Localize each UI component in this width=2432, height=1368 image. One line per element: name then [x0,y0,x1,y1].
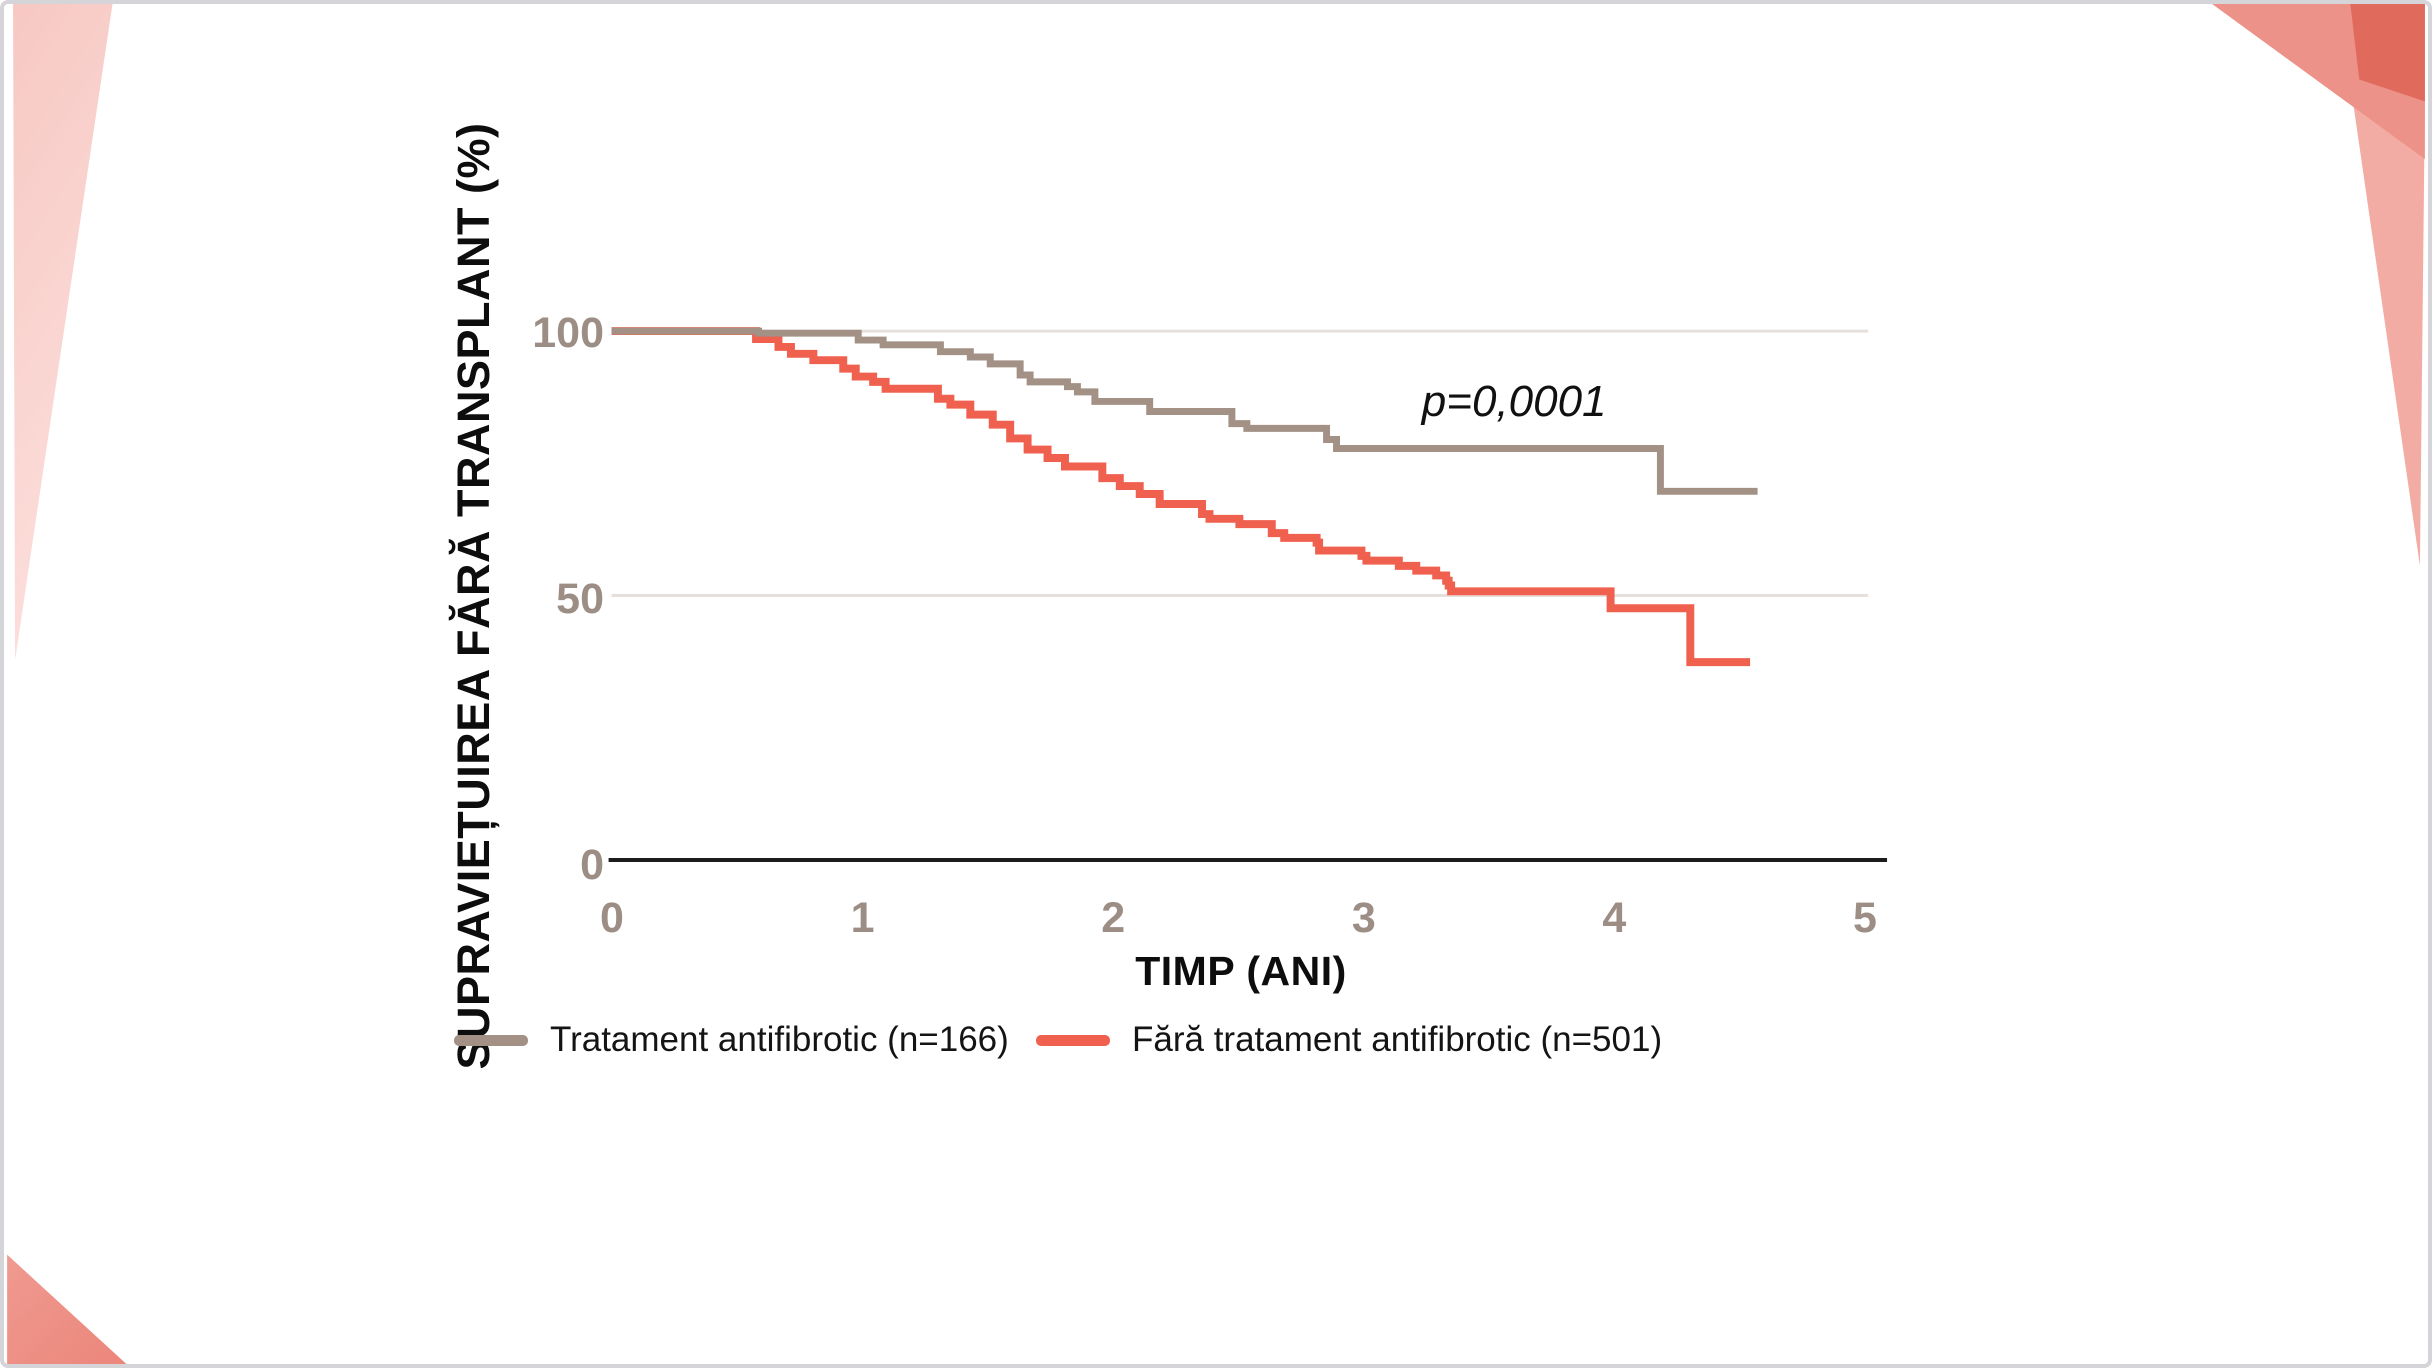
x-tick-label-0: 0 [600,894,624,942]
survival-curve-0 [611,327,1758,495]
x-tick-label-2: 2 [1101,894,1126,942]
x-tick-label-1: 1 [850,894,875,942]
bottom-left-triangle [7,1254,127,1364]
legend-label-treated: Tratament antifibrotic (n=166) [550,1020,1009,1059]
survival-curve-1 [611,327,1751,667]
y-tick-label-50: 50 [556,575,604,623]
legend-item-treated: Tratament antifibrotic (n=166) [454,1018,1009,1062]
x-axis-title: TIMP (ANI) [1135,948,1347,994]
right-edge-tail [2345,48,2425,566]
untreated-series-swatch-icon [1036,1034,1110,1046]
treated-series-swatch-icon [454,1034,528,1046]
y-tick-label-0: 0 [580,841,604,889]
kaplan-meier-chart [608,327,1888,862]
legend-item-untreated: Fără tratament antifibrotic (n=501) [1036,1018,1662,1062]
x-tick-label-3: 3 [1351,894,1376,942]
x-tick-label-4: 4 [1602,894,1627,942]
top-right-dark-quad [2350,4,2425,102]
p-value-annotation: p=0,0001 [1421,377,1607,427]
y-tick-label-100: 100 [532,309,604,357]
legend-label-untreated: Fără tratament antifibrotic (n=501) [1132,1020,1663,1059]
top-left-wedge [13,4,113,661]
corner-decorations [7,4,2425,1364]
x-tick-label-5: 5 [1853,894,1877,942]
